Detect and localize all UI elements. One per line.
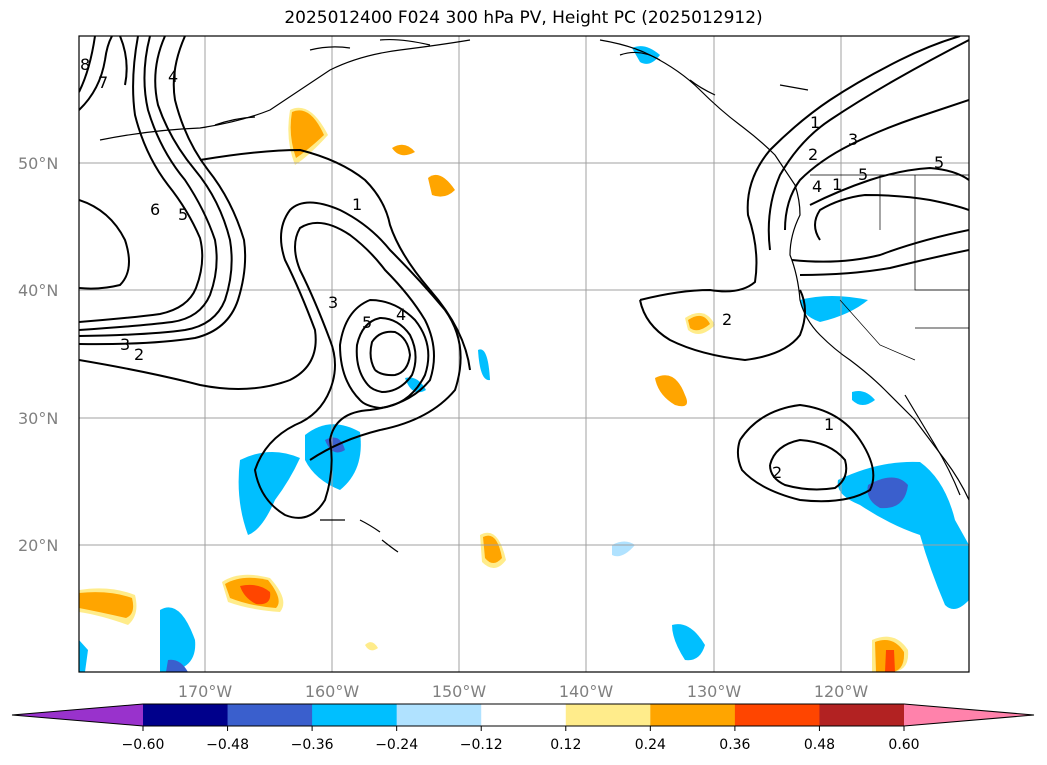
contour-label: 6 — [150, 200, 160, 219]
contour-label: 4 — [812, 177, 822, 196]
colorbar-tick-label: 0.12 — [550, 737, 581, 753]
contour-label: 2 — [772, 463, 782, 482]
map-background — [79, 36, 969, 672]
lat-label: 50°N — [18, 154, 58, 173]
longitude-labels: 170°W 160°W 150°W 140°W 130°W 120°W — [178, 682, 869, 701]
contour-label: 1 — [810, 113, 820, 132]
contour-label: 7 — [98, 73, 108, 92]
lon-label: 150°W — [432, 682, 487, 701]
colorbar-tick-label: −0.36 — [291, 737, 334, 753]
contour-label: 3 — [328, 293, 338, 312]
map-frame — [78, 35, 970, 673]
latitude-labels: 50°N 40°N 30°N 20°N — [18, 154, 58, 555]
contour-label: 5 — [858, 165, 868, 184]
colorbar-tick-label: −0.60 — [122, 737, 165, 753]
contour-label: 5 — [934, 153, 944, 172]
contour-label: 5 — [362, 313, 372, 332]
lon-label: 170°W — [178, 682, 233, 701]
colorbar-segment — [396, 704, 482, 726]
colorbar-segment — [734, 704, 820, 726]
contour-label: 1 — [352, 195, 362, 214]
lat-label: 40°N — [18, 281, 58, 300]
lon-label: 160°W — [305, 682, 360, 701]
contour-label: 1 — [832, 175, 842, 194]
colorbar-segment — [904, 704, 1034, 726]
colorbar-segment — [312, 704, 398, 726]
contour-label: 8 — [80, 55, 90, 74]
map-title: 2025012400 F024 300 hPa PV, Height PC (2… — [284, 8, 763, 28]
colorbar-tick-label: 0.60 — [888, 737, 919, 753]
colorbar-tick-label: 0.24 — [635, 737, 666, 753]
lon-label: 120°W — [814, 682, 869, 701]
coastlines — [99, 38, 969, 553]
colorbar-segment — [12, 704, 143, 726]
colorbar-tick-label: −0.24 — [375, 737, 418, 753]
colorbar-tick-label: −0.12 — [460, 737, 503, 753]
lon-label: 130°W — [687, 682, 742, 701]
contour-label: 2 — [134, 345, 144, 364]
colorbar-segment — [819, 704, 905, 726]
colorbar-tick-label: −0.48 — [206, 737, 249, 753]
contour-label: 3 — [120, 335, 130, 354]
colorbar-tick-label: 0.36 — [719, 737, 750, 753]
lon-label: 140°W — [559, 682, 614, 701]
contour-label: 3 — [848, 130, 858, 149]
colorbar-segment — [143, 704, 229, 726]
contour-labels: 8 7 4 6 5 1 3 3 2 5 4 1 2 3 4 1 5 5 2 1 … — [80, 55, 944, 482]
contour-label: 4 — [168, 67, 178, 86]
contour-label: 1 — [824, 415, 834, 434]
contour-label: 2 — [722, 310, 732, 329]
contour-label: 5 — [178, 205, 188, 224]
lat-label: 30°N — [18, 409, 58, 428]
negative-pv-shading — [79, 46, 969, 672]
colorbar-segment — [481, 704, 567, 726]
contour-label: 2 — [808, 145, 818, 164]
colorbar: −0.60 −0.48 −0.36 −0.24 −0.12 0.12 0.24 0.36 0.4… — [11, 703, 1035, 753]
colorbar-segment — [565, 704, 651, 726]
colorbar-segment — [650, 704, 736, 726]
contour-label: 4 — [396, 305, 406, 324]
colorbar-tick-label: 0.48 — [804, 737, 835, 753]
colorbar-segment — [227, 704, 313, 726]
positive-pv-shading — [79, 107, 909, 672]
lat-label: 20°N — [18, 536, 58, 555]
height-contours — [79, 36, 969, 519]
